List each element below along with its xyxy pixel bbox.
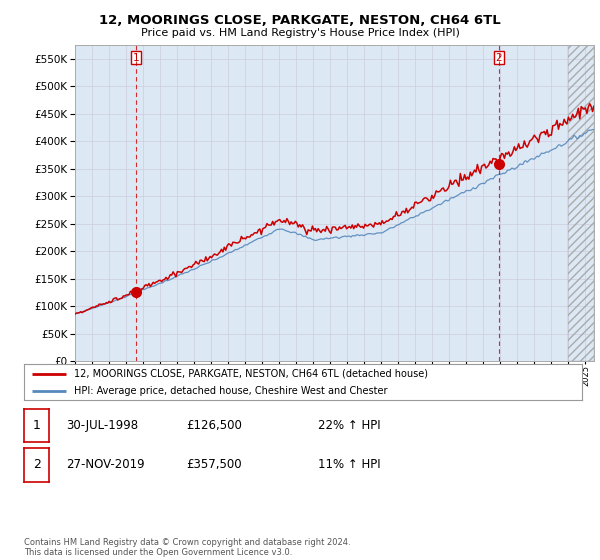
Text: 27-NOV-2019: 27-NOV-2019: [66, 458, 145, 472]
Text: 11% ↑ HPI: 11% ↑ HPI: [318, 458, 380, 472]
Text: Contains HM Land Registry data © Crown copyright and database right 2024.
This d: Contains HM Land Registry data © Crown c…: [24, 538, 350, 557]
Text: 12, MOORINGS CLOSE, PARKGATE, NESTON, CH64 6TL (detached house): 12, MOORINGS CLOSE, PARKGATE, NESTON, CH…: [74, 369, 428, 379]
Text: 2: 2: [32, 458, 41, 472]
Text: HPI: Average price, detached house, Cheshire West and Chester: HPI: Average price, detached house, Ches…: [74, 386, 388, 395]
Text: £126,500: £126,500: [186, 419, 242, 432]
Bar: [568, 45, 594, 361]
Text: 30-JUL-1998: 30-JUL-1998: [66, 419, 138, 432]
Text: £357,500: £357,500: [186, 458, 242, 472]
Bar: [568, 45, 594, 361]
Text: 12, MOORINGS CLOSE, PARKGATE, NESTON, CH64 6TL: 12, MOORINGS CLOSE, PARKGATE, NESTON, CH…: [99, 14, 501, 27]
Text: Price paid vs. HM Land Registry's House Price Index (HPI): Price paid vs. HM Land Registry's House …: [140, 28, 460, 38]
Text: 1: 1: [32, 419, 41, 432]
Text: 22% ↑ HPI: 22% ↑ HPI: [318, 419, 380, 432]
Text: 2: 2: [496, 53, 502, 63]
Text: 1: 1: [133, 53, 139, 63]
